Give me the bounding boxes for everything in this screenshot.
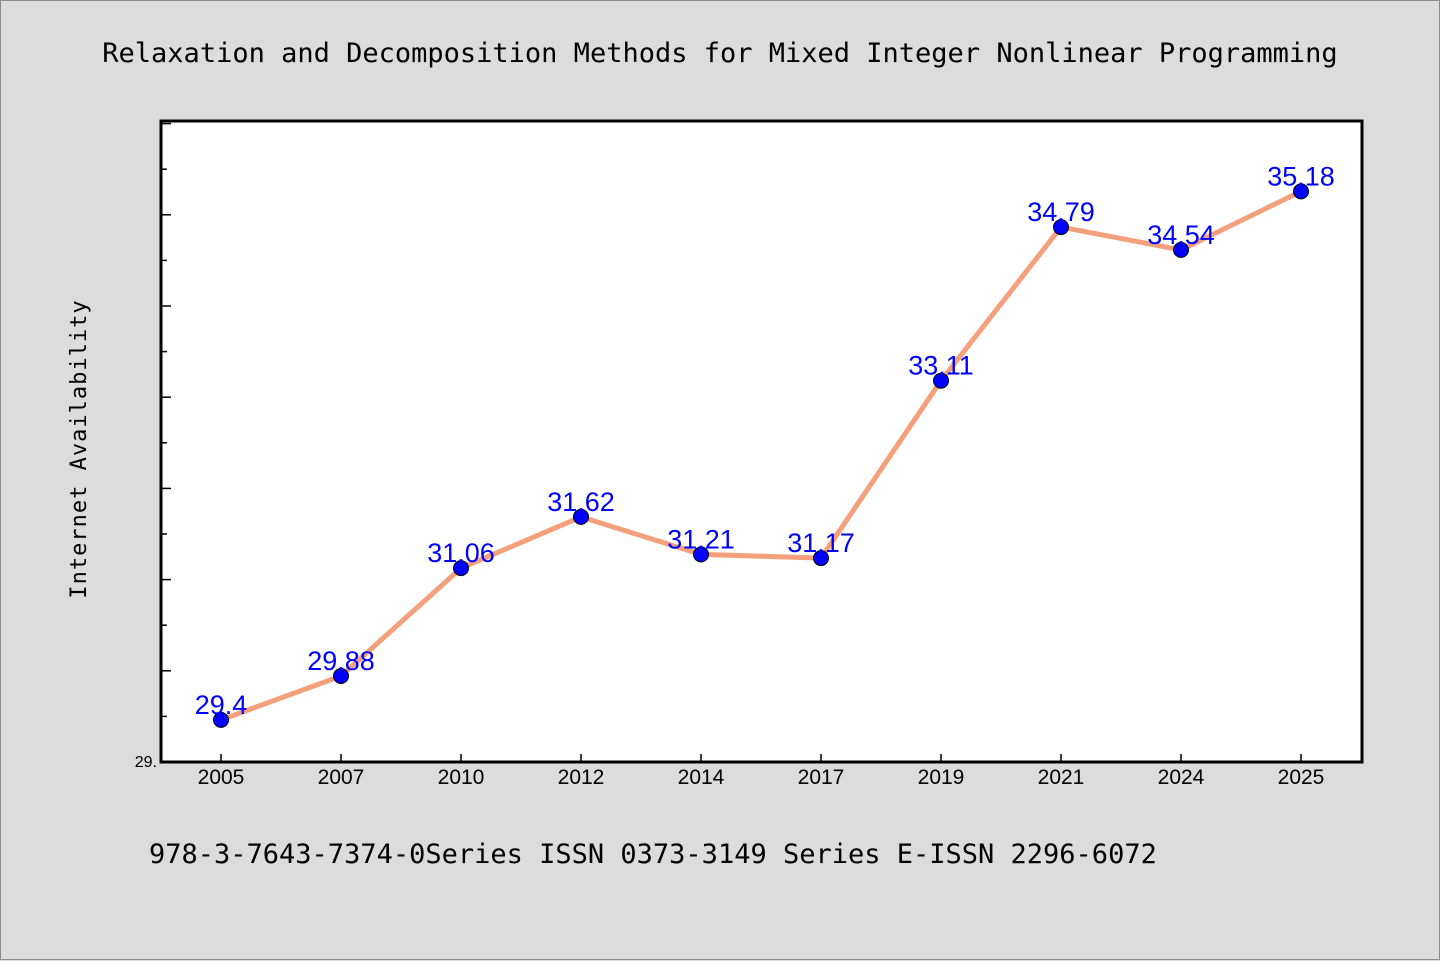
data-point	[1053, 219, 1069, 236]
data-point	[213, 711, 229, 728]
data-point	[693, 546, 709, 563]
data-label: 34.79	[1027, 197, 1095, 227]
x-tick-label: 2007	[318, 766, 365, 789]
data-label: 31.06	[427, 538, 495, 568]
data-label: 34.54	[1147, 220, 1215, 250]
y-tick-label: 29.	[135, 754, 157, 771]
data-label: 31.62	[547, 487, 615, 517]
data-point	[1293, 183, 1309, 200]
data-point	[813, 550, 829, 567]
data-label: 29.4	[195, 690, 248, 720]
x-axis-ticks: 2005 2007 2010 2012 2014 2017 2019 2021 2024 2025	[198, 754, 1325, 789]
data-point	[933, 372, 949, 389]
data-point	[453, 560, 469, 577]
data-label: 35.18	[1267, 161, 1335, 191]
y-axis-label: Internet Availability	[67, 299, 92, 598]
data-label: 31.17	[787, 528, 855, 558]
x-tick-label: 2012	[558, 766, 605, 789]
x-tick-label: 2025	[1278, 766, 1325, 789]
series-line	[220, 189, 1303, 723]
x-tick-label: 2017	[798, 766, 845, 789]
data-labels: 29.4 29.88 31.06 31.62 31.21 31.17 33.11 34.79 3…	[195, 161, 1335, 720]
data-point	[573, 508, 589, 525]
x-tick-label: 2014	[678, 766, 725, 789]
x-tick-label: 2021	[1038, 766, 1085, 789]
x-tick-label: 2019	[918, 766, 965, 789]
plot-border	[159, 119, 1364, 764]
data-label: 31.21	[667, 524, 735, 554]
chart-title: Relaxation and Decomposition Methods for…	[102, 38, 1337, 69]
series-markers	[213, 183, 1309, 728]
data-label: 33.11	[908, 351, 974, 381]
x-tick-label: 2005	[198, 766, 245, 789]
data-point	[333, 668, 349, 684]
data-label: 29.88	[307, 646, 375, 676]
x-tick-label: 2024	[1158, 766, 1205, 789]
footer-text: 978-3-7643-7374-0Series ISSN 0373-3149 S…	[149, 839, 1157, 870]
x-tick-label: 2010	[438, 766, 485, 789]
data-point	[1173, 241, 1189, 258]
